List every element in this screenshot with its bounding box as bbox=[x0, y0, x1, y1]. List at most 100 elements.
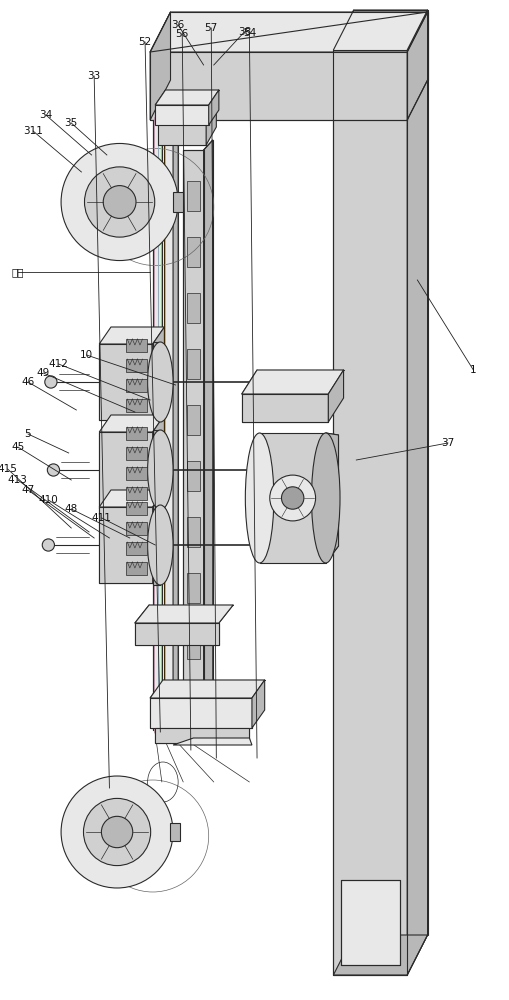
Ellipse shape bbox=[270, 475, 316, 521]
Bar bbox=[155, 105, 209, 125]
Bar bbox=[99, 344, 153, 420]
Polygon shape bbox=[407, 12, 428, 120]
Polygon shape bbox=[326, 433, 338, 563]
Ellipse shape bbox=[61, 143, 178, 261]
Polygon shape bbox=[252, 680, 265, 728]
Bar bbox=[126, 562, 147, 575]
Bar bbox=[153, 342, 160, 422]
Bar bbox=[99, 432, 153, 508]
Polygon shape bbox=[242, 370, 344, 394]
Text: 311: 311 bbox=[23, 126, 43, 136]
Text: 52: 52 bbox=[138, 37, 152, 47]
Polygon shape bbox=[333, 935, 428, 975]
Bar bbox=[126, 542, 147, 555]
Ellipse shape bbox=[312, 433, 340, 563]
Text: 48: 48 bbox=[65, 504, 78, 514]
Ellipse shape bbox=[101, 816, 133, 848]
Polygon shape bbox=[158, 97, 216, 115]
Ellipse shape bbox=[281, 487, 304, 509]
Bar bbox=[150, 52, 407, 120]
Polygon shape bbox=[173, 738, 252, 745]
Bar bbox=[333, 50, 407, 975]
Ellipse shape bbox=[47, 464, 60, 476]
Bar bbox=[126, 522, 147, 535]
Bar bbox=[126, 502, 147, 515]
Ellipse shape bbox=[83, 798, 151, 866]
Bar bbox=[164, 120, 173, 730]
Text: 49: 49 bbox=[37, 368, 50, 378]
Bar bbox=[158, 115, 206, 145]
Text: 10: 10 bbox=[80, 350, 93, 360]
Polygon shape bbox=[153, 327, 164, 420]
Bar bbox=[187, 293, 200, 323]
Text: 54: 54 bbox=[243, 28, 256, 38]
Text: 413: 413 bbox=[8, 475, 28, 485]
Text: 38: 38 bbox=[238, 27, 251, 37]
Polygon shape bbox=[150, 12, 171, 120]
Bar bbox=[135, 623, 219, 645]
Bar bbox=[187, 181, 200, 211]
Bar bbox=[173, 192, 183, 212]
Text: 412: 412 bbox=[48, 359, 69, 369]
Bar bbox=[341, 880, 400, 965]
Polygon shape bbox=[135, 605, 233, 623]
Ellipse shape bbox=[84, 167, 155, 237]
Bar bbox=[187, 629, 200, 659]
Text: 34: 34 bbox=[39, 110, 52, 120]
Bar bbox=[155, 728, 249, 743]
Bar bbox=[187, 685, 200, 715]
Bar bbox=[153, 120, 162, 730]
Polygon shape bbox=[153, 490, 164, 583]
Text: 47: 47 bbox=[21, 485, 35, 495]
Bar bbox=[187, 237, 200, 267]
Bar bbox=[99, 507, 153, 583]
Bar bbox=[187, 461, 200, 491]
Text: 56: 56 bbox=[176, 29, 189, 39]
Text: 滚柱: 滚柱 bbox=[12, 267, 24, 277]
Text: 410: 410 bbox=[39, 495, 58, 505]
Polygon shape bbox=[150, 680, 265, 698]
Ellipse shape bbox=[245, 433, 274, 563]
Bar bbox=[126, 467, 147, 480]
Text: 5: 5 bbox=[24, 429, 32, 439]
Bar bbox=[187, 573, 200, 603]
Text: 37: 37 bbox=[441, 438, 455, 448]
Polygon shape bbox=[155, 90, 219, 105]
Text: 45: 45 bbox=[11, 442, 24, 452]
Polygon shape bbox=[328, 370, 344, 422]
Polygon shape bbox=[99, 490, 164, 507]
Text: 415: 415 bbox=[0, 464, 18, 474]
Bar bbox=[126, 379, 147, 392]
Polygon shape bbox=[99, 327, 164, 344]
Polygon shape bbox=[209, 90, 219, 125]
Bar bbox=[153, 505, 160, 585]
Text: 57: 57 bbox=[205, 23, 218, 33]
Polygon shape bbox=[204, 140, 213, 730]
Bar bbox=[126, 427, 147, 440]
Polygon shape bbox=[173, 110, 178, 730]
Bar bbox=[242, 394, 328, 422]
Ellipse shape bbox=[61, 776, 173, 888]
Text: 46: 46 bbox=[21, 377, 35, 387]
Bar bbox=[187, 349, 200, 379]
Text: 35: 35 bbox=[65, 118, 78, 128]
Bar bbox=[260, 433, 326, 563]
Polygon shape bbox=[99, 415, 164, 432]
Bar bbox=[153, 430, 160, 510]
Bar bbox=[126, 339, 147, 352]
Polygon shape bbox=[153, 415, 164, 508]
Text: 36: 36 bbox=[172, 20, 185, 30]
Ellipse shape bbox=[148, 430, 173, 510]
Bar bbox=[126, 487, 147, 500]
Polygon shape bbox=[407, 10, 428, 975]
Ellipse shape bbox=[103, 186, 136, 218]
Ellipse shape bbox=[148, 342, 173, 422]
Bar bbox=[187, 517, 200, 547]
Bar bbox=[126, 399, 147, 412]
Polygon shape bbox=[150, 12, 428, 52]
Ellipse shape bbox=[42, 539, 54, 551]
Bar bbox=[187, 405, 200, 435]
Bar bbox=[183, 150, 204, 730]
Text: 33: 33 bbox=[88, 71, 101, 81]
Bar bbox=[150, 698, 252, 728]
